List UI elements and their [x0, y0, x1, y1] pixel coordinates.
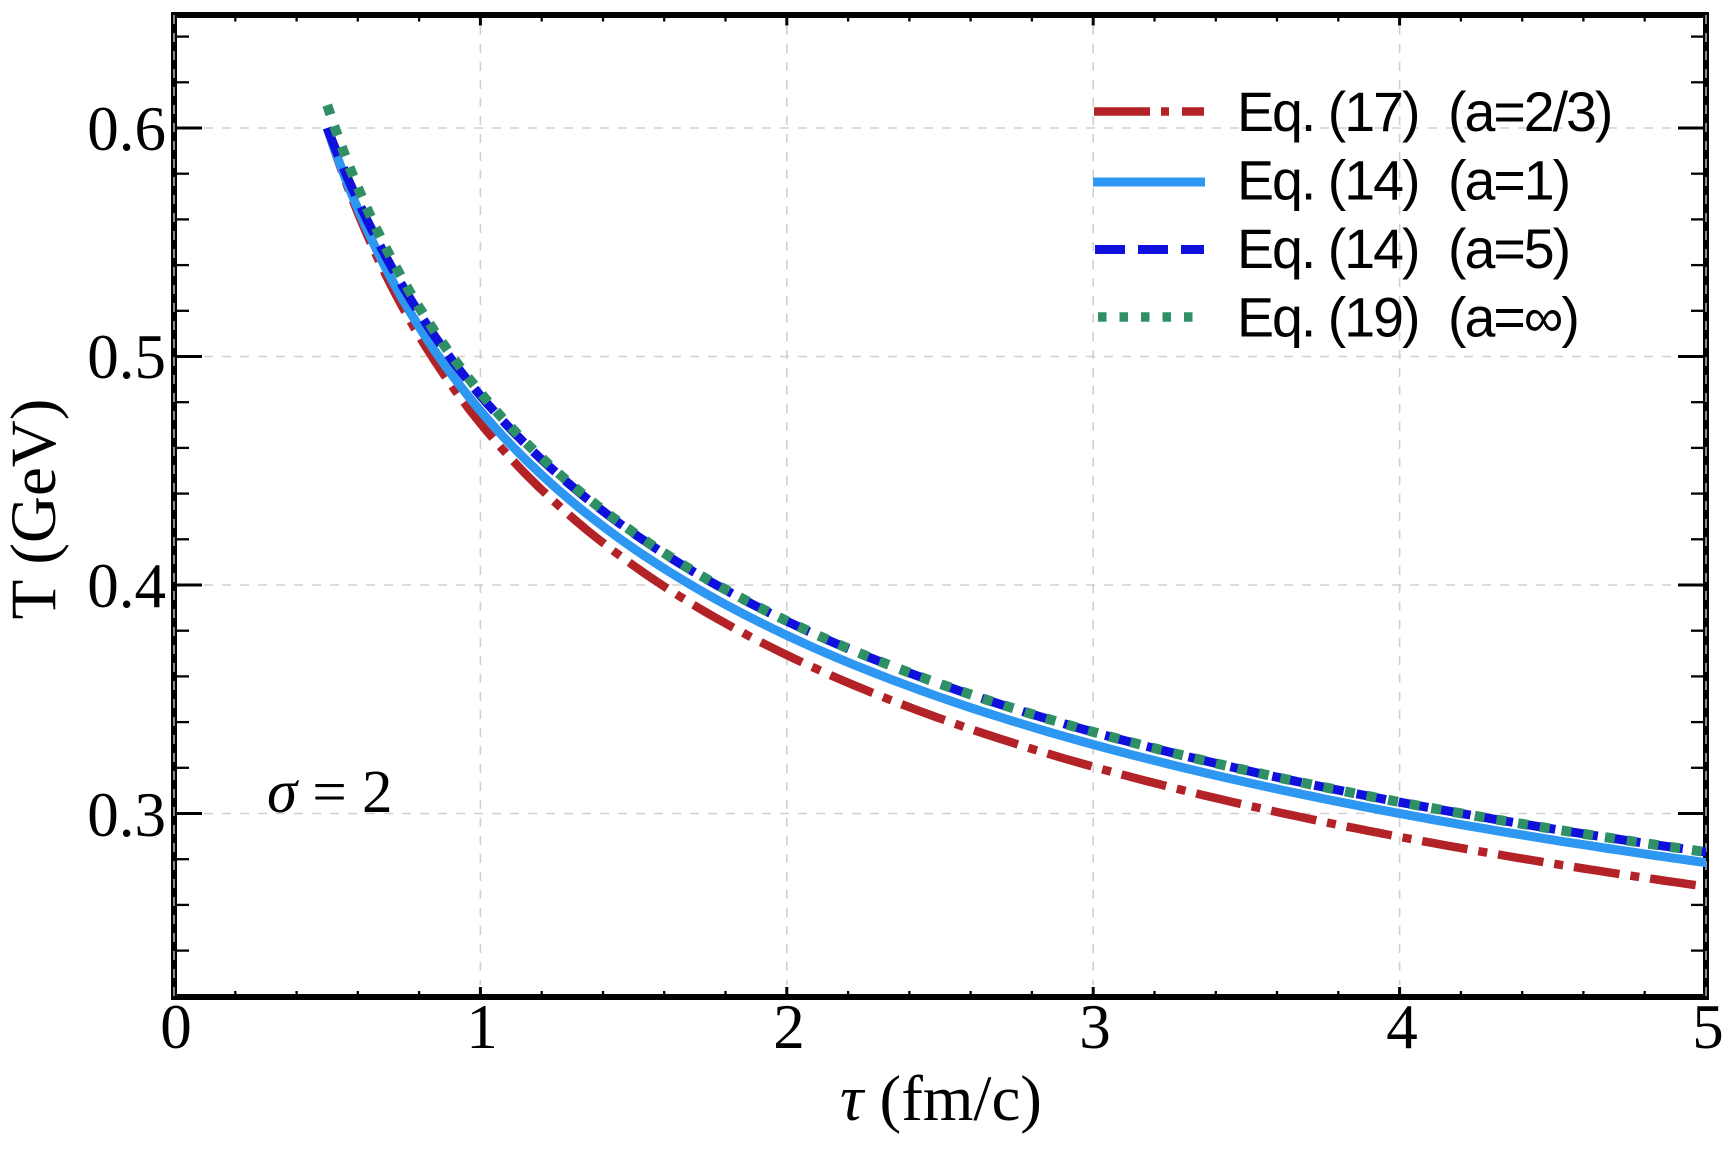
svg-text:σ = 2: σ = 2	[267, 759, 393, 826]
svg-text:3: 3	[1079, 992, 1111, 1062]
svg-text:T (GeV): T (GeV)	[0, 399, 70, 620]
svg-text:Eq. (14)(a=5): Eq. (14) (a=5)	[1237, 218, 1569, 280]
svg-text:Eq. (19)(a=∞): Eq. (19) (a=∞)	[1237, 287, 1578, 349]
svg-text:4: 4	[1386, 992, 1418, 1062]
svg-text:0.5: 0.5	[87, 322, 166, 392]
svg-text:0.6: 0.6	[87, 94, 166, 164]
svg-text:τ (fm/c): τ (fm/c)	[840, 1063, 1042, 1135]
svg-text:0.4: 0.4	[87, 551, 166, 621]
svg-text:5: 5	[1692, 992, 1724, 1062]
svg-text:0.3: 0.3	[87, 780, 166, 850]
svg-text:1: 1	[466, 992, 498, 1062]
svg-text:2: 2	[773, 992, 805, 1062]
svg-text:0: 0	[160, 992, 192, 1062]
svg-text:Eq. (14)(a=1): Eq. (14) (a=1)	[1237, 150, 1569, 212]
